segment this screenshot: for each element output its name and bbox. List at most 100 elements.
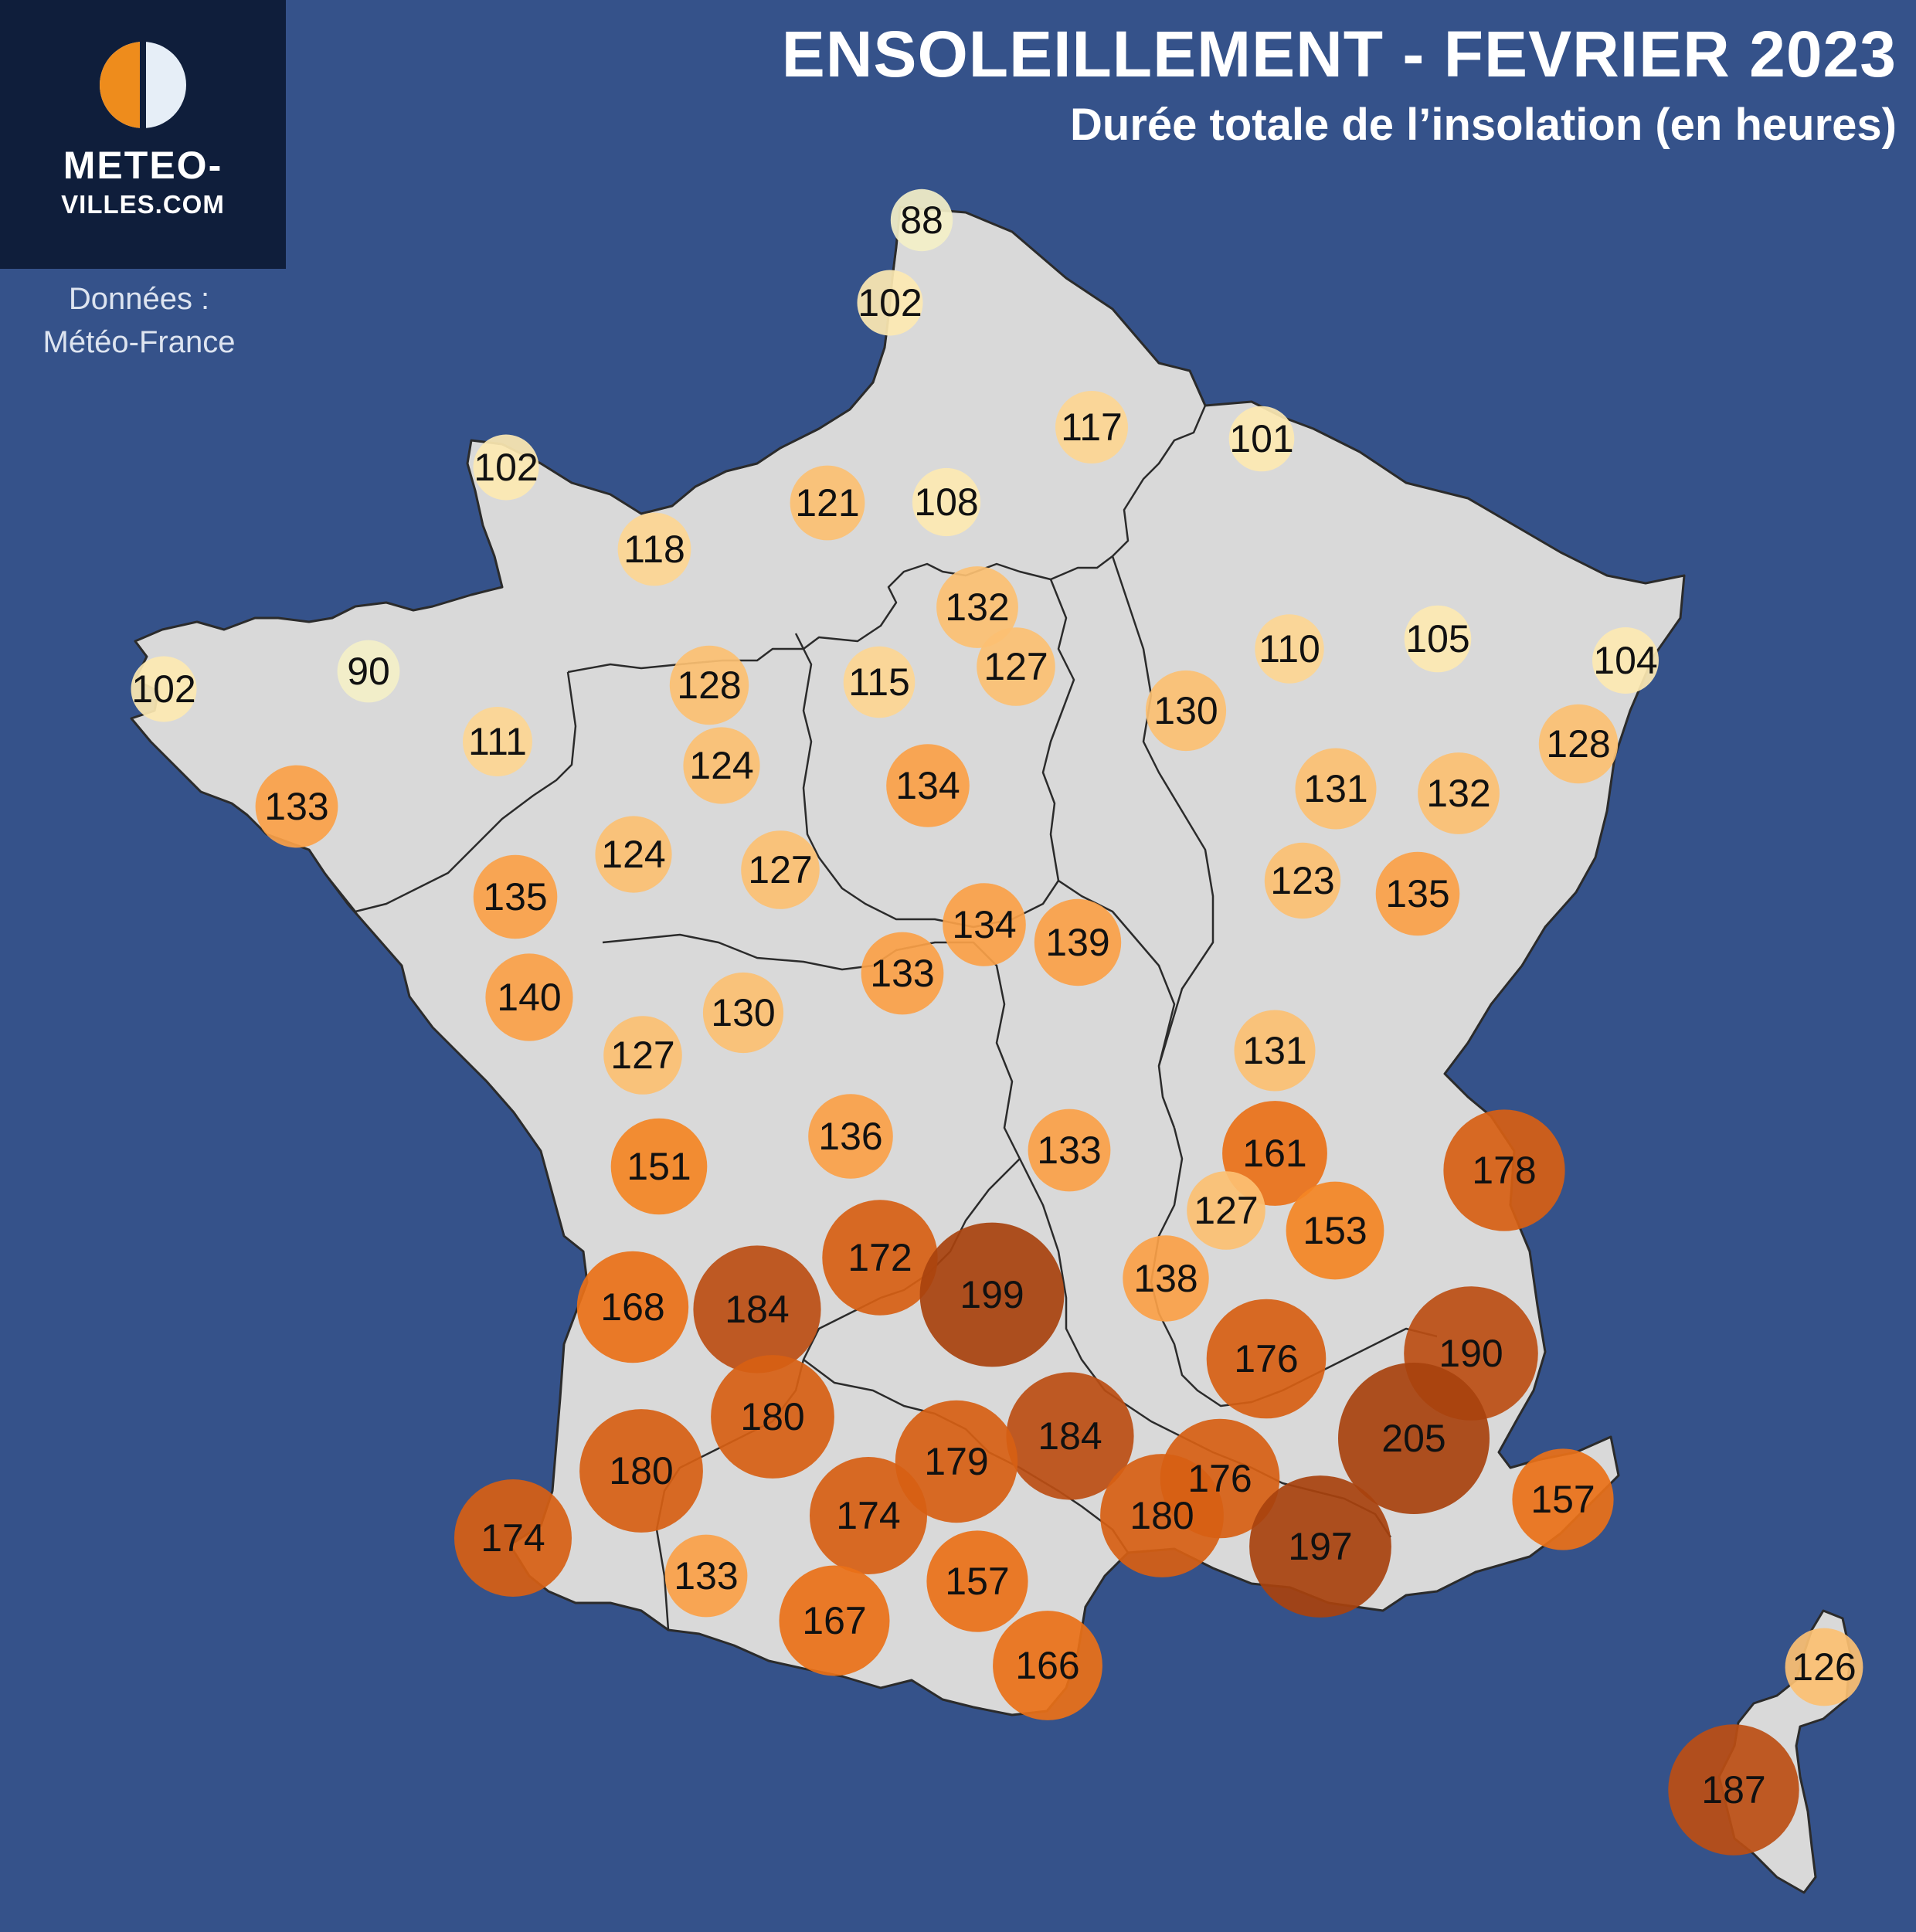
sunshine-bubble bbox=[1006, 1372, 1134, 1500]
sunshine-value-label: 126 bbox=[1792, 1645, 1856, 1689]
sunshine-bubble bbox=[131, 656, 197, 722]
sunshine-value-label: 110 bbox=[1259, 627, 1320, 671]
sunshine-value-label: 133 bbox=[264, 785, 328, 828]
sunshine-bubble bbox=[1286, 1181, 1384, 1280]
sunshine-value-label: 108 bbox=[914, 480, 978, 524]
sunshine-value-label: 124 bbox=[689, 744, 753, 787]
sunshine-bubble bbox=[1145, 670, 1227, 752]
sunshine-bubble bbox=[1512, 1448, 1614, 1550]
sunshine-bubble bbox=[943, 883, 1026, 966]
sunshine-bubble bbox=[1443, 1109, 1565, 1231]
sunshine-value-label: 190 bbox=[1439, 1332, 1503, 1375]
map-title: ENSOLEILLEMENT - FEVRIER 2023 bbox=[781, 18, 1897, 90]
sunshine-bubble bbox=[890, 188, 953, 252]
sunshine-bubble bbox=[1249, 1475, 1391, 1618]
sunshine-value-label: 197 bbox=[1288, 1525, 1352, 1568]
sunshine-bubble bbox=[1668, 1724, 1799, 1856]
sunshine-value-label: 133 bbox=[870, 952, 934, 995]
sunshine-bubble bbox=[1404, 605, 1472, 673]
sunshine-value-label: 130 bbox=[711, 991, 775, 1034]
half-sun-half-moon-icon bbox=[100, 42, 186, 128]
sunshine-bubble bbox=[454, 1479, 572, 1597]
sunshine-value-label: 123 bbox=[1270, 859, 1334, 902]
sunshine-value-label: 139 bbox=[1045, 921, 1109, 964]
sunshine-bubble bbox=[669, 645, 749, 725]
sunshine-value-label: 166 bbox=[1015, 1644, 1079, 1687]
sunshine-bubble bbox=[683, 727, 760, 804]
map-subtitle: Durée totale de l’insolation (en heures) bbox=[1070, 100, 1897, 150]
sunshine-value-label: 102 bbox=[858, 281, 922, 324]
sunshine-value-label: 111 bbox=[468, 720, 527, 763]
sunshine-bubble bbox=[993, 1611, 1102, 1720]
sunshine-value-label: 151 bbox=[627, 1145, 691, 1188]
sunshine-bubble bbox=[1338, 1363, 1490, 1514]
sunshine-bubble bbox=[936, 566, 1018, 648]
sunshine-value-label: 176 bbox=[1187, 1457, 1252, 1500]
sunshine-bubble bbox=[711, 1355, 834, 1479]
sunshine-bubble bbox=[1100, 1454, 1224, 1577]
sunshine-value-label: 104 bbox=[1593, 639, 1657, 682]
sunshine-bubble bbox=[1375, 851, 1460, 936]
brand-logo-box[interactable]: METEO- VILLES.COM bbox=[0, 0, 286, 269]
sunshine-value-label: 90 bbox=[347, 650, 390, 693]
sunshine-value-label: 132 bbox=[945, 586, 1009, 629]
sunshine-bubble bbox=[610, 1118, 708, 1215]
sunshine-bubble bbox=[576, 1251, 689, 1363]
sunshine-bubble bbox=[485, 953, 573, 1041]
sunshine-value-label: 157 bbox=[1530, 1478, 1595, 1521]
sunshine-value-label: 135 bbox=[1385, 872, 1449, 915]
sunshine-bubbles bbox=[131, 188, 1863, 1856]
sunshine-bubble bbox=[857, 270, 923, 336]
sunshine-value-label: 133 bbox=[674, 1554, 738, 1598]
sunshine-value-label: 102 bbox=[474, 446, 538, 489]
sunshine-bubble bbox=[1264, 842, 1341, 919]
sunshine-value-label: 134 bbox=[895, 764, 960, 807]
sunshine-bubble bbox=[1187, 1171, 1265, 1250]
sunshine-value-label: 180 bbox=[1130, 1494, 1194, 1537]
sunshine-value-label: 117 bbox=[1061, 406, 1123, 449]
sunshine-bubble bbox=[617, 512, 691, 586]
sunshine-bubble bbox=[473, 434, 539, 501]
sunshine-bubble bbox=[579, 1409, 703, 1533]
source-label: Données : bbox=[68, 282, 210, 316]
sunshine-bubble bbox=[886, 744, 970, 827]
sunshine-bubble bbox=[255, 765, 338, 848]
sunshine-value-label: 174 bbox=[836, 1494, 900, 1537]
sunshine-bubble bbox=[1592, 627, 1659, 694]
sunshine-value-label: 168 bbox=[600, 1285, 664, 1329]
source-name: Météo-France bbox=[42, 325, 236, 359]
sunshine-value-label: 205 bbox=[1381, 1417, 1445, 1460]
sunshine-bubble bbox=[843, 646, 916, 718]
sunshine-bubble bbox=[1255, 614, 1324, 684]
sunshine-bubble bbox=[337, 640, 400, 703]
sunshine-value-label: 88 bbox=[900, 199, 943, 242]
sunshine-value-label: 124 bbox=[601, 833, 665, 876]
sunshine-bubble bbox=[664, 1534, 748, 1618]
brand-name-line1: METEO- bbox=[63, 144, 223, 187]
sunshine-value-label: 176 bbox=[1234, 1337, 1298, 1380]
sunshine-value-label: 128 bbox=[677, 664, 741, 707]
sunshine-bubble bbox=[1785, 1628, 1863, 1706]
sunshine-bubble bbox=[822, 1200, 938, 1316]
sunshine-value-label: 134 bbox=[952, 903, 1016, 946]
sunshine-bubble bbox=[1418, 752, 1500, 834]
sunshine-bubble bbox=[1055, 391, 1128, 463]
land-layer bbox=[130, 205, 1852, 1894]
sunshine-bubble bbox=[463, 707, 532, 776]
sunshine-value-label: 101 bbox=[1229, 417, 1293, 460]
sunshine-bubble bbox=[702, 972, 784, 1054]
sunshine-value-label: 140 bbox=[497, 976, 561, 1019]
sunshine-bubble bbox=[693, 1245, 821, 1373]
sunshine-value-label: 121 bbox=[795, 481, 859, 525]
sunshine-value-label: 115 bbox=[848, 660, 910, 704]
sunshine-bubble bbox=[808, 1094, 893, 1179]
sunshine-value-label: 157 bbox=[945, 1560, 1009, 1603]
sunshine-value-label: 128 bbox=[1546, 722, 1610, 766]
sunshine-value-label: 127 bbox=[983, 645, 1048, 688]
sunshine-bubble bbox=[810, 1457, 927, 1574]
sunshine-value-label: 130 bbox=[1153, 689, 1218, 732]
sunshine-bubble bbox=[1206, 1299, 1327, 1419]
sunshine-bubble bbox=[1234, 1010, 1316, 1092]
